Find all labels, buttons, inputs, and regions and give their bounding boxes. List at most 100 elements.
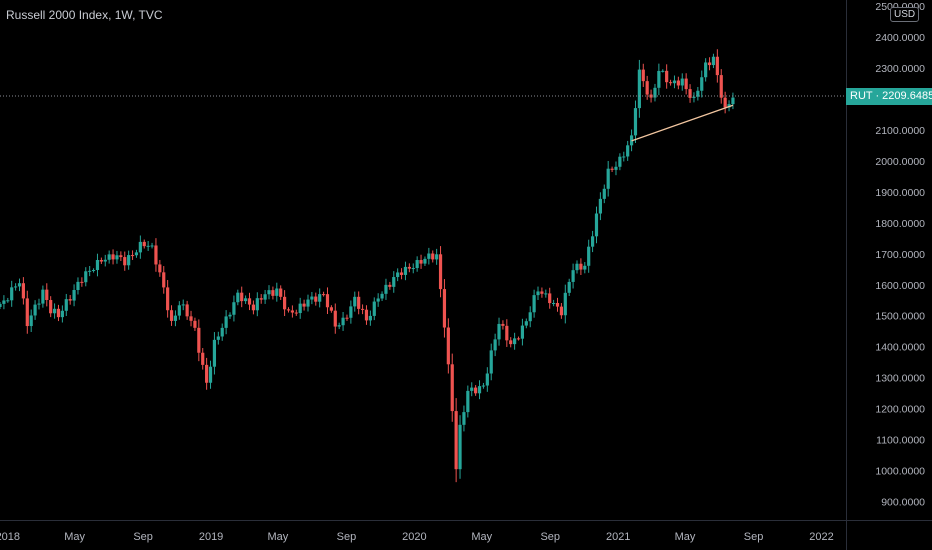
candle-body [727,104,731,108]
currency-badge[interactable]: USD [890,7,920,22]
candle-body [0,303,2,307]
candle [435,248,439,265]
candle [645,75,649,100]
candle-body [189,316,193,321]
candle [91,268,96,273]
y-tick-label: 2400.0000 [875,32,925,44]
candle [64,293,68,316]
candle [154,238,158,272]
candle-body [388,284,392,287]
candle [602,184,606,204]
candle-body [618,156,622,167]
candle-body [396,272,400,278]
candle-body [516,338,521,340]
candle-body [427,253,431,259]
candle [216,331,220,345]
candle-body [197,327,201,353]
candle [0,301,2,309]
candle [220,323,224,341]
candle [244,295,248,304]
candle-body [13,286,18,288]
candle [314,292,318,306]
candle-body [45,289,49,301]
candle [189,310,193,327]
price-axis-area[interactable] [846,0,932,520]
candle-body [208,366,213,383]
candle [403,261,408,281]
candle-body [415,260,419,269]
candle [306,294,310,312]
candle [384,278,388,300]
candle-body [282,296,287,310]
candle [415,256,419,272]
candle [368,310,372,326]
trendline[interactable] [631,104,734,142]
candle-body [583,265,587,270]
y-tick-label: 2300.0000 [875,63,925,75]
candle [411,263,415,274]
candle-body [672,80,677,84]
candle-body [134,252,139,256]
candle-body [489,350,493,374]
candle-body [247,298,252,305]
candle [318,288,322,308]
candle-body [127,255,131,266]
candle [72,284,76,307]
candle-body [645,81,649,95]
candle-body [329,307,333,311]
candle [29,309,33,332]
y-tick-label: 900.0000 [881,496,925,508]
candle-body [505,325,509,341]
candle-body [392,277,396,287]
y-tick-label: 1000.0000 [875,465,925,477]
candle [103,254,107,267]
candle-body [286,309,291,311]
candle [193,317,197,331]
candle-body [111,254,115,260]
chart-legend-title[interactable]: Russell 2000 Index, 1W, TVC [6,8,163,22]
candle [95,253,100,277]
candle [466,385,470,418]
candle [294,309,298,316]
candle-body [380,293,384,299]
candle-body [310,296,314,300]
candle [462,405,466,432]
candle [111,249,115,265]
candle [247,292,252,311]
candle [60,305,64,323]
candle-body [704,62,708,78]
candle [337,322,341,330]
candle [700,70,704,98]
candle [345,314,349,321]
candle-body [493,339,497,351]
candle-body [130,255,135,257]
candle [540,287,544,298]
candle [310,291,314,305]
candle [21,277,25,305]
candle [618,153,622,171]
candle-body [384,284,388,294]
candle-body [470,387,474,391]
candle [672,75,677,89]
candle-body [360,308,365,310]
candle-body [438,254,443,290]
candle-body [91,270,96,272]
candle-body [497,323,501,340]
time-axis-area[interactable] [0,520,932,550]
candle-body [259,298,263,300]
candle [598,192,602,221]
candle-body [119,255,123,258]
candle-body [474,387,478,394]
candle-body [431,253,435,260]
candle [637,59,641,118]
candle [212,332,217,375]
candle-body [150,245,154,247]
candle-body [212,339,217,367]
candle-body [731,97,735,105]
candle [138,235,142,259]
candle [162,266,166,294]
candle [594,206,599,244]
candle [13,283,18,291]
